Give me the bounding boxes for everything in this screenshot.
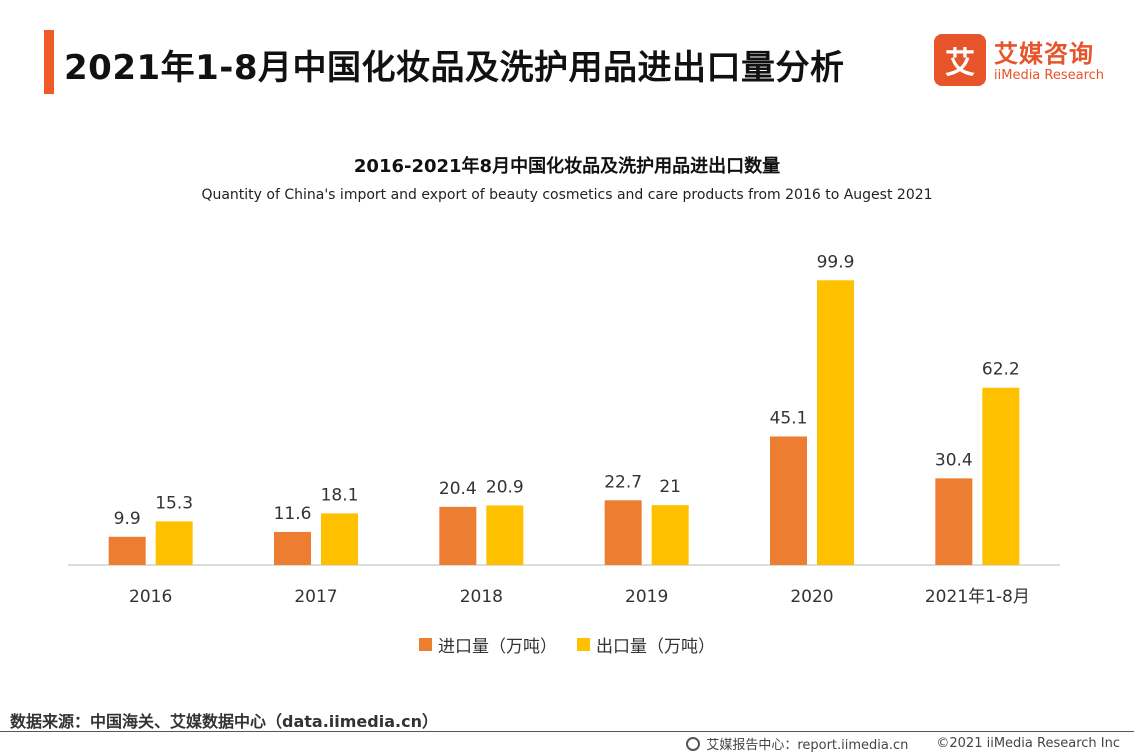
footer: 艾媒报告中心：report.iimedia.cn ©2021 iiMedia R… xyxy=(686,734,1120,753)
legend-label-export: 出口量（万吨） xyxy=(596,637,715,657)
legend-label-import: 进口量（万吨） xyxy=(438,637,557,657)
data-label-export-5: 62.2 xyxy=(982,360,1020,380)
legend-item-import: 进口量（万吨） xyxy=(419,632,557,657)
legend-swatch-export xyxy=(577,638,590,651)
logo-name-en: iiMedia Research xyxy=(994,68,1105,83)
data-label-import-5: 30.4 xyxy=(935,450,973,470)
footer-report-link[interactable]: 艾媒报告中心：report.iimedia.cn xyxy=(706,738,909,753)
data-label-export-1: 18.1 xyxy=(321,485,359,505)
title-accent-bar xyxy=(44,30,54,94)
bar-import-5 xyxy=(935,478,973,565)
bar-import-3 xyxy=(604,500,642,565)
globe-icon xyxy=(686,736,701,751)
data-label-import-4: 45.1 xyxy=(770,408,808,428)
data-label-import-0: 9.9 xyxy=(114,509,141,529)
legend-swatch-import xyxy=(419,638,432,651)
data-source: 数据来源：中国海关、艾媒数据中心（data.iimedia.cn） xyxy=(10,712,438,731)
footer-copyright: ©2021 iiMedia Research Inc xyxy=(936,736,1120,751)
footer-divider xyxy=(0,731,1134,732)
bar-import-4 xyxy=(770,436,807,565)
data-label-export-0: 15.3 xyxy=(155,493,193,513)
legend-item-export: 出口量（万吨） xyxy=(577,632,715,657)
logo-mark: 艾 xyxy=(934,34,986,86)
logo-glyph: 艾 xyxy=(945,46,975,81)
bar-import-2 xyxy=(439,506,477,565)
chart-title: 2016-2021年8月中国化妆品及洗护用品进出口数量 xyxy=(353,156,781,177)
logo-name-cn: 艾媒咨询 xyxy=(994,40,1094,68)
x-tick-label-4: 2020 xyxy=(790,587,833,607)
bar-import-0 xyxy=(108,536,146,565)
bar-export-3 xyxy=(651,505,689,565)
x-tick-label-2: 2018 xyxy=(460,587,503,607)
bar-export-5 xyxy=(982,387,1020,565)
data-label-import-1: 11.6 xyxy=(274,504,312,524)
data-label-import-3: 22.7 xyxy=(604,472,642,492)
bar-export-0 xyxy=(155,521,193,565)
data-label-export-4: 99.9 xyxy=(817,252,855,272)
iimedia-logo: 艾 艾媒咨询 iiMedia Research xyxy=(934,34,1114,88)
data-label-export-3: 21 xyxy=(659,477,681,497)
x-tick-label-0: 2016 xyxy=(129,587,172,607)
chart-subtitle: Quantity of China's import and export of… xyxy=(201,187,933,203)
x-tick-label-3: 2019 xyxy=(625,587,668,607)
bar-import-1 xyxy=(274,531,311,565)
chart-legend: 进口量（万吨） 出口量（万吨） xyxy=(0,632,1134,657)
page-title: 2021年1-8月中国化妆品及洗护用品进出口量分析 xyxy=(64,48,845,88)
data-label-export-2: 20.9 xyxy=(486,477,524,497)
x-tick-label-1: 2017 xyxy=(294,587,337,607)
x-tick-label-5: 2021年1-8月 xyxy=(925,587,1030,607)
bar-export-2 xyxy=(486,505,524,565)
bar-export-1 xyxy=(321,513,358,565)
bar-export-4 xyxy=(817,280,854,565)
data-label-import-2: 20.4 xyxy=(439,479,477,499)
